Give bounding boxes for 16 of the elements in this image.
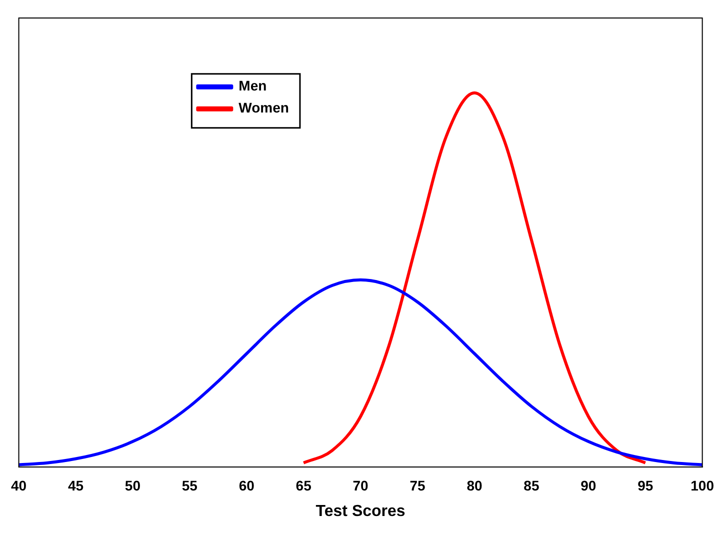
x-tick-label: 40 — [10, 477, 27, 494]
x-tick-label: 80 — [466, 477, 482, 494]
x-tick-label: 85 — [524, 477, 540, 494]
x-tick-label: 70 — [352, 477, 369, 494]
x-tick-label: 45 — [68, 477, 84, 494]
x-tick-label: 55 — [182, 477, 198, 494]
x-tick-label: 95 — [638, 477, 654, 494]
x-tick-label: 75 — [410, 477, 426, 494]
x-tick-label: 65 — [296, 477, 312, 494]
x-tick-label: 60 — [238, 477, 255, 494]
x-axis-title: Test Scores — [316, 502, 406, 520]
x-tick-label: 100 — [690, 477, 714, 494]
legend-label: Men — [238, 78, 267, 94]
legend-label: Women — [238, 100, 289, 116]
x-tick-label: 50 — [124, 477, 141, 494]
x-tick-label: 90 — [580, 477, 596, 494]
